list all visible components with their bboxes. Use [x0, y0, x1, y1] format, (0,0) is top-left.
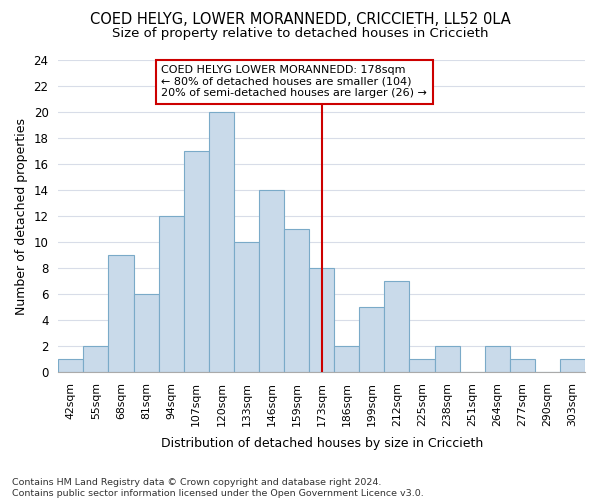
Bar	[510, 359, 535, 372]
Bar	[560, 359, 585, 372]
Y-axis label: Number of detached properties: Number of detached properties	[15, 118, 28, 314]
Bar	[434, 346, 460, 372]
Bar	[309, 268, 334, 372]
Bar	[259, 190, 284, 372]
Bar	[158, 216, 184, 372]
Text: Size of property relative to detached houses in Criccieth: Size of property relative to detached ho…	[112, 28, 488, 40]
Bar	[359, 307, 385, 372]
Text: COED HELYG LOWER MORANNEDD: 178sqm
← 80% of detached houses are smaller (104)
20: COED HELYG LOWER MORANNEDD: 178sqm ← 80%…	[161, 65, 427, 98]
Bar	[284, 229, 309, 372]
Bar	[485, 346, 510, 372]
X-axis label: Distribution of detached houses by size in Criccieth: Distribution of detached houses by size …	[161, 437, 483, 450]
Text: COED HELYG, LOWER MORANNEDD, CRICCIETH, LL52 0LA: COED HELYG, LOWER MORANNEDD, CRICCIETH, …	[89, 12, 511, 28]
Bar	[109, 255, 134, 372]
Bar	[334, 346, 359, 372]
Bar	[209, 112, 234, 372]
Text: Contains HM Land Registry data © Crown copyright and database right 2024.
Contai: Contains HM Land Registry data © Crown c…	[12, 478, 424, 498]
Bar	[58, 359, 83, 372]
Bar	[234, 242, 259, 372]
Bar	[409, 359, 434, 372]
Bar	[385, 281, 409, 372]
Bar	[184, 151, 209, 372]
Bar	[83, 346, 109, 372]
Bar	[134, 294, 158, 372]
